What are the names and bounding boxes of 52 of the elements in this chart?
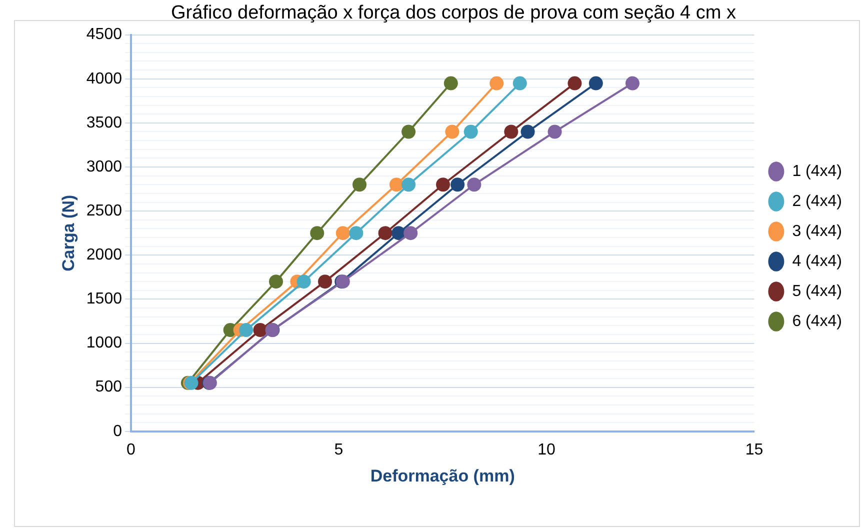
point [402, 124, 416, 139]
y-tick-label: 3500 [86, 114, 122, 132]
point [467, 178, 482, 192]
legend-label: 1 (4x4) [792, 162, 842, 180]
y-tick-label: 0 [113, 422, 122, 440]
point [445, 124, 460, 139]
y-tick-label: 4500 [86, 26, 122, 44]
point [389, 178, 404, 192]
point [625, 76, 640, 90]
y-tick-label: 1000 [86, 334, 122, 352]
legend-label: 2 (4x4) [792, 192, 842, 210]
legend-label: 3 (4x4) [792, 222, 842, 240]
y-tick-label: 1500 [86, 290, 122, 308]
y-tick-label: 3000 [86, 158, 122, 176]
point [436, 178, 450, 192]
point [464, 124, 478, 139]
point [588, 76, 603, 90]
point [490, 76, 504, 90]
point [504, 124, 518, 139]
point [450, 178, 465, 192]
point [296, 274, 311, 289]
point [520, 124, 535, 139]
y-axis-title: Carga (N) [58, 194, 78, 272]
y-tick-label: 2500 [86, 202, 122, 220]
point [253, 323, 268, 338]
point [512, 76, 527, 90]
legend-label: 6 (4x4) [792, 312, 842, 330]
point [444, 76, 458, 90]
point [239, 323, 254, 338]
legend-label: 4 (4x4) [792, 252, 842, 270]
point [268, 274, 283, 289]
point [349, 226, 364, 240]
point [378, 226, 392, 240]
x-axis-title: Deformação (mm) [370, 466, 515, 486]
y-tick-label: 2000 [86, 246, 122, 264]
legend-label: 5 (4x4) [792, 282, 842, 300]
point [318, 274, 332, 289]
point [402, 178, 416, 192]
point [336, 226, 350, 240]
point [310, 226, 324, 240]
y-tick-label: 4000 [86, 70, 122, 88]
point [548, 124, 562, 139]
y-tick-label: 500 [95, 378, 122, 396]
point [404, 226, 418, 240]
x-tick-label: 5 [334, 441, 344, 458]
point [392, 226, 406, 240]
x-tick-label: 10 [538, 441, 556, 458]
x-tick-label: 0 [126, 441, 136, 458]
point [568, 76, 582, 90]
chart-title: Gráfico deformação x força dos corpos de prova com seção 4 cm x [171, 2, 736, 24]
point [352, 178, 367, 192]
x-tick-label: 15 [745, 441, 764, 458]
